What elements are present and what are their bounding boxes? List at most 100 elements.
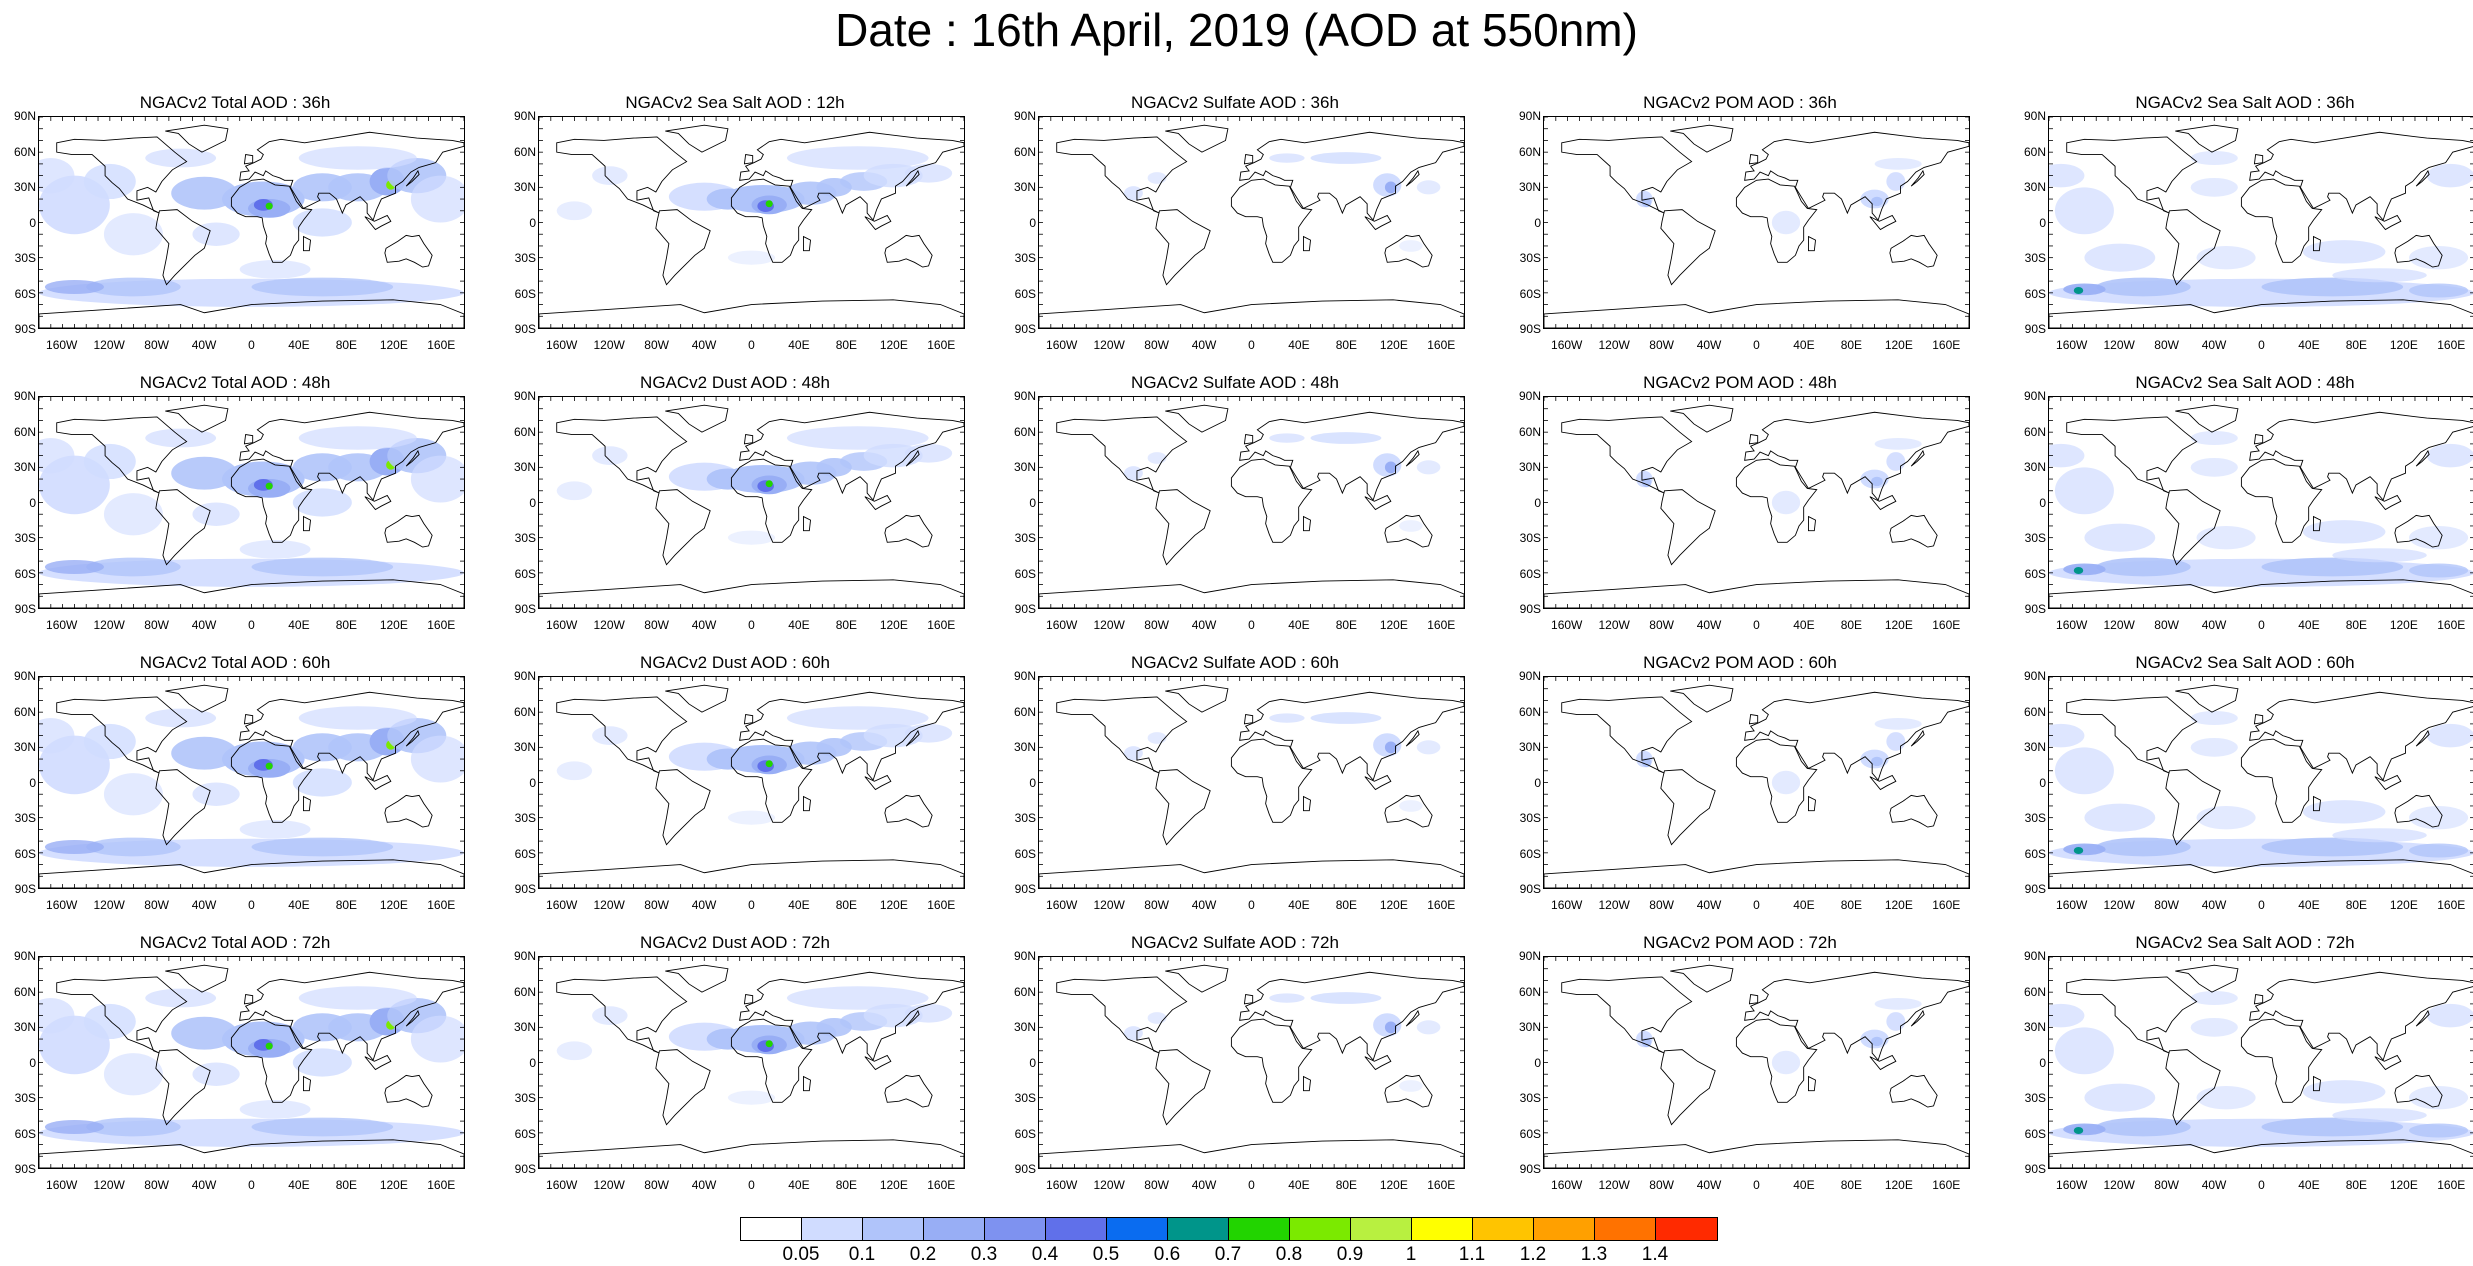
aod-map bbox=[2049, 677, 2473, 888]
aod-plume bbox=[1871, 476, 1883, 487]
coastline bbox=[1748, 154, 1759, 165]
coastline bbox=[384, 1074, 433, 1108]
longitude-label: 0 bbox=[1248, 338, 1255, 352]
aod-plume bbox=[410, 1015, 464, 1063]
aod-plume bbox=[86, 557, 181, 577]
coastline bbox=[1869, 1054, 1897, 1071]
aod-plume bbox=[1124, 746, 1143, 761]
coastline bbox=[864, 1054, 892, 1071]
longitude-label: 80E bbox=[335, 338, 358, 352]
coastline bbox=[1165, 964, 1229, 993]
colorbar-swatch bbox=[1229, 1218, 1290, 1240]
map-frame bbox=[1038, 116, 1465, 329]
coastline bbox=[1155, 1049, 1211, 1126]
panel-title: NGACv2 Total AOD : 36h bbox=[139, 93, 331, 112]
latitude-label: 0 bbox=[529, 775, 536, 790]
coastline bbox=[655, 489, 711, 566]
coastline bbox=[405, 729, 420, 747]
longitude-label: 80E bbox=[2345, 898, 2368, 912]
aod-plume bbox=[786, 426, 929, 450]
latitude-label: 30S bbox=[1014, 531, 1036, 545]
coastline bbox=[803, 1075, 812, 1092]
colorbar-swatch bbox=[1107, 1218, 1168, 1240]
coastline bbox=[739, 691, 964, 782]
panel-title: NGACv2 Sulfate AOD : 72h bbox=[1131, 933, 1339, 952]
coastline bbox=[1239, 691, 1464, 782]
longitude-label: 80W bbox=[144, 338, 169, 352]
aod-plume bbox=[2302, 240, 2386, 264]
coastline bbox=[2165, 1049, 2221, 1126]
coastline bbox=[743, 154, 754, 165]
coastline bbox=[2253, 714, 2264, 725]
longitude-label: 80W bbox=[644, 338, 669, 352]
coastline bbox=[230, 1018, 313, 1103]
longitude-label: 40W bbox=[691, 898, 717, 912]
coastline bbox=[730, 178, 813, 263]
aod-plume bbox=[2084, 803, 2156, 832]
longitude-label: 0 bbox=[2258, 898, 2265, 912]
aod-plume bbox=[592, 446, 628, 465]
latitude-label: 30S bbox=[2024, 1091, 2046, 1105]
coastline bbox=[1670, 404, 1734, 433]
colorbar-label: 1.4 bbox=[1641, 1244, 1669, 1265]
longitude-label: 40E bbox=[288, 1178, 310, 1192]
coastline bbox=[2415, 169, 2430, 187]
longitude-label: 40E bbox=[288, 898, 310, 912]
latitude-label: 30N bbox=[1013, 740, 1036, 754]
aod-plume bbox=[298, 986, 417, 1010]
latitude-label: 60S bbox=[514, 846, 536, 861]
longitude-label: 120E bbox=[1884, 338, 1913, 352]
longitude-label: 160E bbox=[427, 338, 456, 352]
longitude-label: 80W bbox=[144, 618, 169, 632]
latitude-label: 30N bbox=[13, 1020, 36, 1034]
longitude-label: 120E bbox=[2389, 1178, 2418, 1192]
coastline bbox=[1039, 859, 1464, 888]
coastline bbox=[1165, 684, 1229, 713]
longitude-label: 40E bbox=[1288, 338, 1310, 352]
longitude-label: 0 bbox=[1753, 1178, 1760, 1192]
longitude-label: 40E bbox=[2298, 1178, 2320, 1192]
longitude-label: 80E bbox=[2345, 1178, 2368, 1192]
coastline bbox=[239, 131, 464, 222]
aod-plume bbox=[1310, 712, 1382, 724]
aod-plume bbox=[2054, 1027, 2114, 1075]
aod-plume bbox=[192, 222, 240, 246]
aod-plume bbox=[410, 735, 464, 783]
coastline bbox=[655, 209, 711, 286]
map-panel: NGACv2 Total AOD : 48h 90N 60N 30N 0 30S 60S 90… bbox=[0, 372, 470, 652]
longitude-label: 80E bbox=[1840, 618, 1863, 632]
aod-plume bbox=[1641, 477, 1652, 488]
map-frame bbox=[38, 956, 465, 1169]
latitude-label: 90N bbox=[1518, 669, 1541, 683]
aod-map bbox=[539, 117, 964, 328]
longitude-label: 160W bbox=[546, 338, 578, 352]
longitude-label: 120W bbox=[2103, 898, 2135, 912]
coastline bbox=[1364, 494, 1392, 511]
coastline bbox=[2049, 579, 2473, 608]
colorbar-label: 0.3 bbox=[970, 1244, 998, 1265]
longitude-label: 120E bbox=[1379, 898, 1408, 912]
map-frame bbox=[38, 676, 465, 889]
map-panel: NGACv2 Dust AOD : 60h 90N 60N 30N 0 30S 60S 90S… bbox=[500, 652, 970, 932]
aod-plume bbox=[556, 761, 593, 781]
aod-plume bbox=[786, 986, 929, 1010]
coastline bbox=[2415, 1009, 2430, 1027]
latitude-label: 30N bbox=[2023, 180, 2046, 194]
longitude-label: 160E bbox=[1932, 898, 1961, 912]
latitude-label: 90S bbox=[514, 602, 536, 616]
latitude-label: 30N bbox=[13, 740, 36, 754]
coastline bbox=[2394, 514, 2443, 548]
aod-plume bbox=[1871, 1036, 1883, 1047]
colorbar-label: 1.1 bbox=[1458, 1244, 1486, 1265]
longitude-label: 40E bbox=[1793, 338, 1815, 352]
longitude-label: 80W bbox=[2154, 898, 2179, 912]
longitude-label: 160E bbox=[2437, 898, 2466, 912]
aod-plume bbox=[1384, 741, 1397, 754]
map-frame bbox=[2048, 396, 2473, 609]
aod-plume bbox=[1269, 713, 1305, 723]
latitude-label: 0 bbox=[1029, 495, 1036, 510]
aod-plume bbox=[265, 762, 273, 770]
aod-plume bbox=[2409, 563, 2469, 578]
coastline bbox=[2394, 1074, 2443, 1108]
longitude-label: 40W bbox=[191, 338, 217, 352]
